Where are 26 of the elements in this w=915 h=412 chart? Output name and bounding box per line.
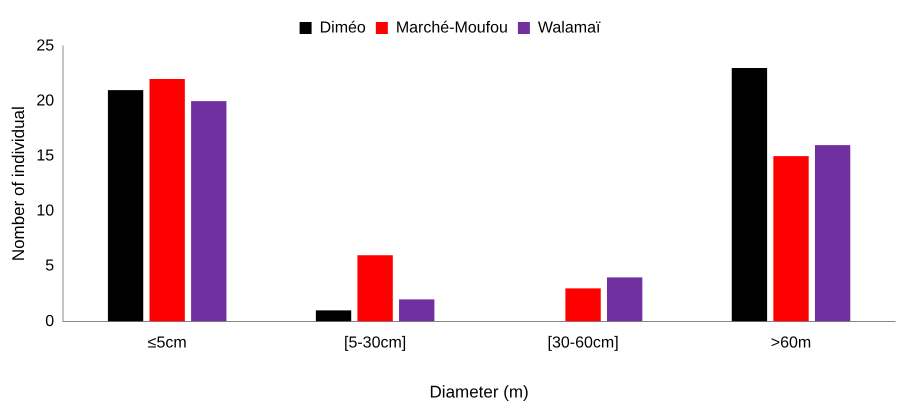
y-axis-title: Nomber of individual — [8, 106, 28, 262]
y-tick-label: 25 — [36, 37, 54, 54]
y-tick-label: 10 — [36, 202, 54, 220]
bar — [606, 277, 642, 322]
bar — [814, 145, 850, 322]
legend-label: Walamaï — [538, 19, 601, 36]
x-tick-label: [5-30cm] — [344, 334, 406, 352]
bar — [316, 310, 352, 322]
bar — [149, 79, 185, 322]
legend-label: Diméo — [320, 19, 366, 36]
bar — [108, 90, 144, 322]
x-tick-label: >60m — [770, 334, 812, 352]
bar — [565, 288, 601, 322]
y-tick-label: 20 — [36, 92, 54, 110]
bar — [357, 255, 393, 322]
y-tick-label: 5 — [45, 258, 54, 275]
bar — [773, 156, 809, 322]
bar — [732, 68, 768, 322]
legend-label: Marché-Moufou — [396, 19, 508, 36]
x-axis-title: Diameter (m) — [430, 382, 529, 402]
x-tick-label: ≤5cm — [148, 334, 187, 352]
y-tick-label: 0 — [45, 312, 54, 330]
y-tick-label: 15 — [36, 148, 54, 165]
bar — [191, 101, 226, 322]
x-tick-label: [30-60cm] — [548, 334, 619, 352]
bar — [399, 299, 434, 322]
